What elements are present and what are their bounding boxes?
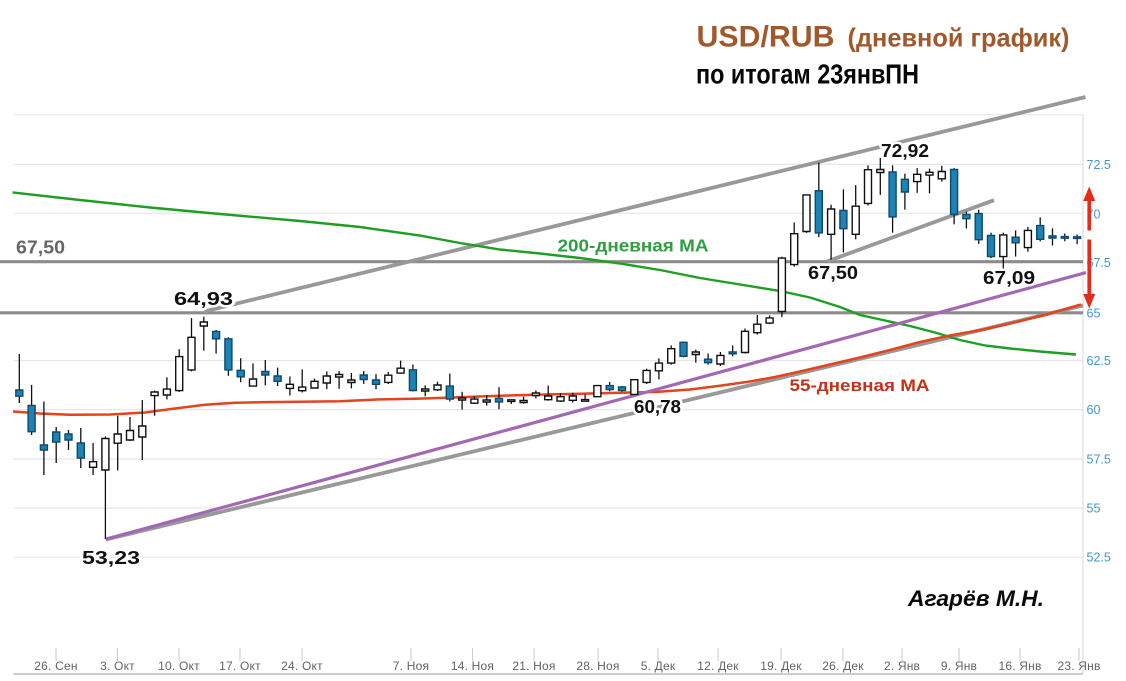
svg-text:12. Дек: 12. Дек — [697, 659, 739, 673]
svg-text:57.5: 57.5 — [1087, 452, 1111, 466]
svg-text:53,23: 53,23 — [82, 548, 140, 568]
svg-text:24. Окт: 24. Окт — [281, 659, 323, 673]
svg-text:5. Дек: 5. Дек — [641, 659, 676, 673]
svg-text:по итогам 23янвПН: по итогам 23янвПН — [696, 59, 919, 90]
svg-text:200-дневная МА: 200-дневная МА — [558, 236, 709, 256]
svg-text:26. Дек: 26. Дек — [822, 659, 864, 673]
svg-text:67.5: 67.5 — [1087, 256, 1111, 270]
svg-text:72.5: 72.5 — [1087, 158, 1111, 172]
svg-text:65: 65 — [1087, 307, 1101, 321]
svg-text:64,93: 64,93 — [174, 289, 233, 309]
svg-text:2. Янв: 2. Янв — [884, 659, 920, 673]
svg-text:55-дневная МА: 55-дневная МА — [790, 376, 930, 395]
svg-text:Агарёв М.Н.: Агарёв М.Н. — [907, 586, 1044, 611]
svg-text:60,78: 60,78 — [634, 397, 681, 417]
svg-text:10. Окт: 10. Окт — [158, 659, 200, 673]
svg-text:14. Ноя: 14. Ноя — [451, 659, 494, 673]
svg-text:USD/RUB: USD/RUB — [697, 21, 835, 54]
svg-text:19. Дек: 19. Дек — [760, 659, 802, 673]
svg-text:9. Янв: 9. Янв — [941, 659, 977, 673]
svg-text:60: 60 — [1087, 403, 1101, 417]
svg-text:26. Сен: 26. Сен — [34, 659, 77, 673]
svg-text:67,09: 67,09 — [983, 268, 1035, 288]
svg-text:52.5: 52.5 — [1087, 551, 1111, 565]
svg-text:(дневной график): (дневной график) — [848, 23, 1070, 53]
svg-text:55: 55 — [1087, 501, 1101, 515]
svg-text:21. Ноя: 21. Ноя — [512, 659, 555, 673]
svg-text:16. Янв: 16. Янв — [998, 659, 1041, 673]
svg-text:67,50: 67,50 — [808, 263, 858, 283]
svg-text:28. Ноя: 28. Ноя — [576, 659, 619, 673]
svg-text:17. Окт: 17. Окт — [219, 659, 261, 673]
svg-text:7. Ноя: 7. Ноя — [393, 659, 429, 673]
svg-text:3. Окт: 3. Окт — [100, 659, 135, 673]
svg-text:72,92: 72,92 — [881, 141, 929, 161]
svg-text:23. Янв: 23. Янв — [1057, 659, 1100, 673]
svg-text:67,50: 67,50 — [16, 238, 65, 258]
svg-text:62.5: 62.5 — [1087, 354, 1111, 368]
